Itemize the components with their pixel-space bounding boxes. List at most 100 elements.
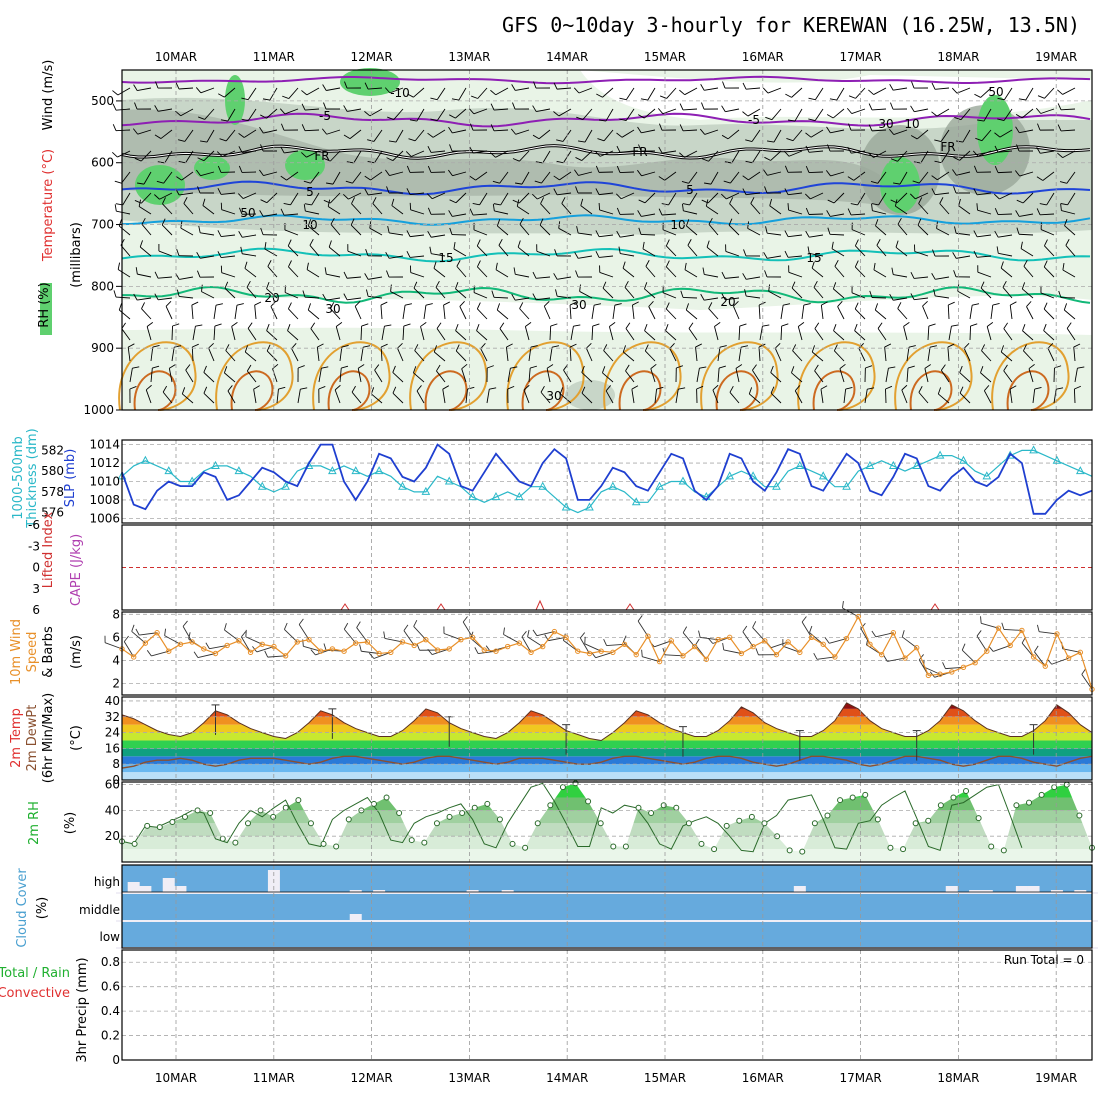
cloud-middle-bar: [992, 920, 1005, 922]
upper-wind-barb: [948, 324, 959, 341]
upper-wind-barb: [171, 345, 182, 362]
wind10m-speed-label: Speed: [25, 632, 40, 673]
barb-flag: [745, 160, 753, 164]
barb-flag: [768, 284, 771, 292]
upper-wind-barb: [129, 366, 140, 383]
rh2m-point: [912, 820, 919, 827]
barb-flag: [322, 84, 327, 91]
wind10m-barb: [1081, 668, 1093, 690]
barb-flag: [327, 199, 331, 207]
upper-wind-barb: [602, 366, 614, 383]
barb-staff: [368, 295, 383, 299]
barb-flag: [679, 89, 685, 96]
barb-staff: [977, 255, 992, 258]
upper-wind-barb: [490, 103, 509, 111]
barb-flag: [833, 324, 837, 331]
barb-staff: [997, 213, 1013, 216]
barb-staff: [347, 276, 362, 279]
cloud-middle-bar: [1050, 920, 1063, 922]
wind10m-barb: [742, 625, 754, 647]
upper-wind-barb: [785, 87, 803, 98]
upper-wind-barb: [658, 208, 677, 216]
isotherm-30-loop: [909, 370, 953, 411]
rh2m-point: [156, 824, 163, 831]
barb-staff: [141, 192, 152, 204]
upper-wind-barb: [700, 293, 719, 301]
cloud-high-bar: [934, 892, 947, 894]
barb-flag: [430, 118, 438, 122]
upper-wind-barb: [528, 345, 538, 362]
upper-wind-barb: [615, 192, 635, 200]
wind10m-point: [832, 654, 838, 660]
barb-staff: [507, 368, 511, 383]
upper-pressure-axis-label: (millibars): [69, 222, 84, 288]
wind10m-point: [703, 656, 710, 662]
upper-wind-barb: [427, 129, 446, 138]
rh2m-point: [484, 800, 491, 807]
upper-wind-barb: [288, 260, 299, 278]
cloud-middle-bar: [887, 920, 900, 922]
barb-flag: [932, 249, 936, 257]
lifted-index-spike: [535, 599, 545, 611]
barb-flag: [202, 198, 206, 206]
barb-flag: [625, 364, 630, 372]
barb-staff: [747, 228, 761, 236]
upper-wind-barb: [917, 218, 929, 236]
upper-wind-barb: [318, 386, 326, 404]
upper-wind-barb: [1064, 219, 1076, 236]
barb-staff: [347, 250, 362, 257]
barb-staff: [182, 393, 194, 404]
isotherm-30-loop: [133, 370, 177, 411]
barb-flag: [386, 157, 394, 162]
cloud-high-bar: [314, 892, 327, 894]
barb-staff: [940, 370, 950, 383]
top-date-10mar: 10MAR: [155, 50, 197, 64]
barb-flag: [264, 650, 269, 658]
upper-wind-barb: [498, 238, 509, 257]
barb-flag: [637, 210, 642, 217]
barb-staff: [602, 287, 614, 299]
barb-flag: [656, 386, 664, 390]
upper-wind-barb: [343, 105, 362, 112]
barb-flag: [455, 344, 460, 352]
barb-staff: [947, 304, 950, 320]
upper-wind-barb: [197, 186, 215, 194]
wind10m-barb: [641, 649, 660, 663]
barb-flag: [706, 240, 710, 248]
barb-flag: [644, 344, 649, 352]
wind10m-point: [1007, 642, 1013, 649]
barb-flag: [146, 650, 152, 657]
barb-staff: [1066, 328, 1076, 341]
barb-flag: [301, 90, 308, 96]
barb-staff: [241, 636, 251, 653]
barb-staff: [669, 348, 677, 362]
barb-flag: [871, 203, 879, 206]
barb-staff: [168, 368, 173, 383]
barb-flag: [720, 193, 727, 200]
barb-staff: [599, 150, 614, 157]
barb-flag: [622, 635, 627, 643]
barb-flag: [133, 84, 138, 91]
cloud-high-bar: [887, 892, 900, 894]
upper-wind-barb: [347, 244, 362, 257]
barb-flag: [453, 241, 456, 250]
barb-staff: [704, 297, 719, 301]
upper-wind-barb: [750, 197, 761, 215]
thickness-tick-label-578: 578: [41, 485, 64, 499]
upper-wind-barb: [168, 364, 176, 383]
rh2m-point: [295, 797, 302, 804]
upper-wind-barb: [1037, 123, 1055, 131]
cloud-middle-bar: [151, 920, 164, 922]
barb-flag: [616, 145, 621, 153]
upper-wind-barb: [561, 197, 572, 215]
upper-wind-barb: [490, 150, 509, 158]
upper-wind-barb: [1057, 124, 1076, 132]
barb-staff: [1022, 192, 1034, 204]
barb-staff: [191, 305, 194, 320]
barb-staff: [263, 213, 278, 217]
upper-wind-barb: [717, 365, 726, 383]
upper-wind-barb: [743, 249, 761, 257]
upper-wind-barb: [343, 293, 362, 301]
upper-wind-barb: [625, 364, 635, 383]
upper-wind-barb: [154, 293, 173, 301]
